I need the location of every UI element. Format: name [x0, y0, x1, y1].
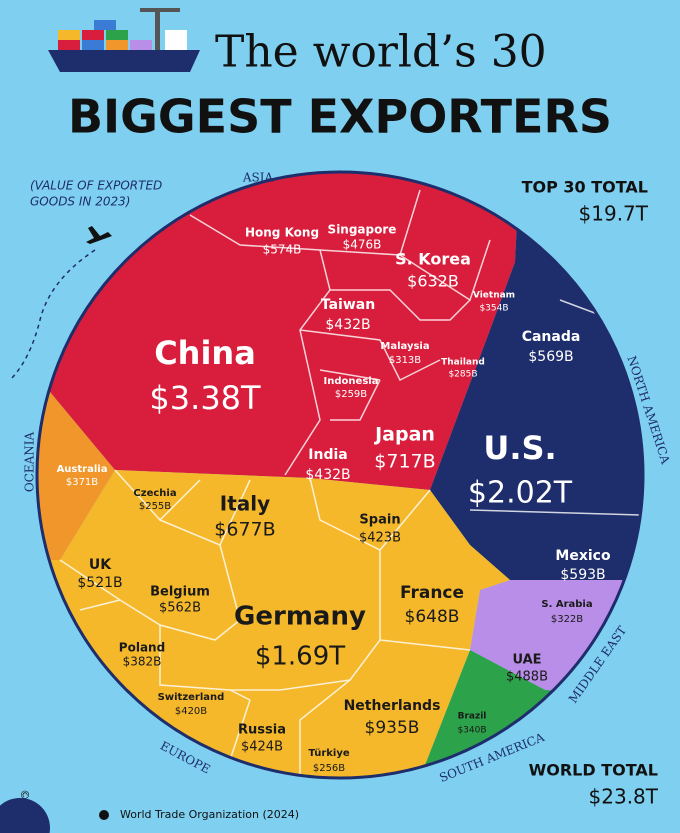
country-name: Switzerland [158, 692, 225, 703]
country-name: U.S. [483, 429, 556, 467]
country-value: $1.69T [255, 642, 345, 672]
source: World Trade Organization (2024) [120, 808, 299, 821]
country-name: Türkiye [308, 748, 350, 759]
country-name: UK [89, 557, 112, 573]
country-name: Czechia [133, 488, 176, 499]
country-name: UAE [512, 653, 541, 668]
country-value: $593B [560, 567, 605, 583]
country-value: $521B [77, 575, 122, 591]
country-value: $313B [389, 355, 421, 366]
country-value: $562B [159, 601, 201, 616]
country-value: $632B [407, 272, 459, 291]
country-value: $488B [506, 670, 548, 685]
country-value: $677B [214, 519, 275, 541]
country-name: India [308, 447, 347, 463]
country-name: Vietnam [473, 291, 515, 301]
country-value: $648B [405, 607, 460, 627]
country-value: $432B [325, 317, 370, 333]
country-value: $420B [175, 706, 207, 717]
source-icon [99, 810, 109, 820]
country-value: $2.02T [468, 476, 573, 511]
country-name: S. Korea [395, 250, 471, 269]
country-name: Canada [522, 329, 581, 345]
note-line: (VALUE OF EXPORTED [30, 179, 162, 193]
country-value: $423B [359, 531, 401, 546]
country-name: Belgium [150, 585, 210, 600]
country-value: $371B [66, 477, 98, 488]
outline [35, 170, 645, 780]
title-line-1: The world’s 30 [215, 27, 547, 78]
country-name: Indonesia [324, 376, 379, 387]
country-name: S. Arabia [541, 599, 592, 610]
cell-borders [59, 189, 641, 778]
country-value: $935B [365, 718, 420, 738]
title-line-2: BIGGEST EXPORTERS [68, 90, 612, 144]
country-name: Russia [238, 723, 286, 738]
country-name: China [154, 334, 256, 372]
country-value: $476B [343, 238, 382, 252]
country-value: $424B [241, 740, 283, 755]
ship-icon [48, 8, 200, 72]
country-name: Australia [57, 464, 108, 475]
country-name: Netherlands [344, 698, 441, 714]
country-name: France [400, 583, 464, 603]
country-value: $574B [263, 243, 302, 257]
country-name: Malaysia [380, 341, 429, 352]
top-total-value: $19.7T [579, 202, 649, 226]
country-value: $354B [479, 304, 508, 314]
plane-icon [86, 226, 112, 244]
plane-path [9, 249, 96, 381]
region-label: OCEANIA [23, 431, 37, 492]
country-value: $382B [123, 655, 162, 669]
region-asia [40, 172, 520, 490]
country-value: $255B [139, 501, 171, 512]
country-value: $3.38T [149, 379, 261, 417]
country-value: $717B [374, 451, 435, 473]
country-name: Poland [119, 641, 165, 655]
country-name: Japan [373, 424, 435, 446]
world-total-value: $23.8T [589, 785, 659, 809]
country-name: Singapore [328, 223, 397, 237]
country-name: Spain [359, 513, 400, 528]
note-line: GOODS IN 2023) [30, 195, 130, 209]
country-name: Hong Kong [245, 226, 319, 240]
country-name: Thailand [441, 358, 485, 368]
top-total-label: TOP 30 TOTAL [522, 178, 648, 197]
country-name: Taiwan [321, 297, 375, 313]
country-value: $340B [457, 726, 486, 736]
country-value: $432B [305, 467, 350, 483]
country-value: $256B [313, 763, 345, 774]
world-total-label: WORLD TOTAL [529, 761, 658, 780]
country-name: Brazil [458, 712, 487, 722]
country-value: $259B [335, 389, 367, 400]
country-value: $569B [528, 349, 573, 365]
logo [0, 798, 50, 833]
country-value: $322B [551, 614, 583, 625]
country-value: $285B [448, 370, 477, 380]
country-name: Germany [234, 602, 366, 632]
country-name: Italy [220, 492, 270, 516]
region-label: ASIA [242, 171, 274, 185]
region-oceania [37, 380, 115, 560]
country-name: Mexico [555, 548, 611, 564]
